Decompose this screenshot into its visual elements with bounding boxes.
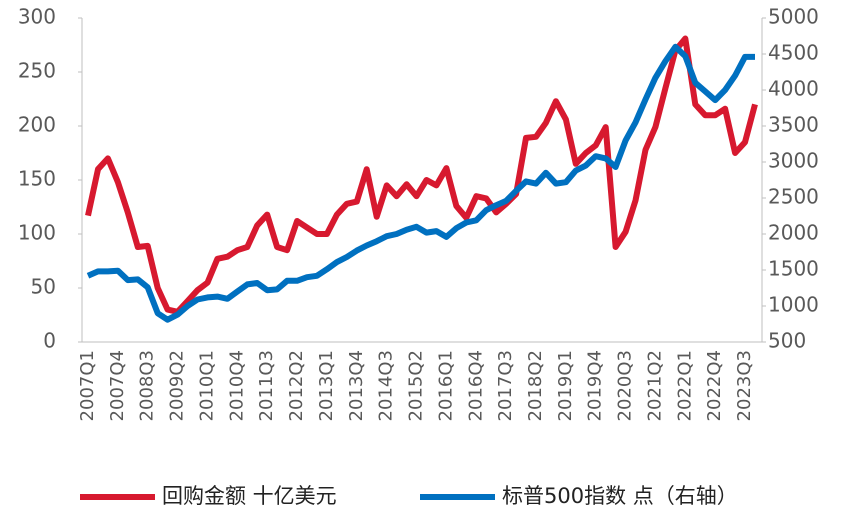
x-tick-label: 2023Q3 xyxy=(734,350,755,421)
x-tick-label: 2018Q2 xyxy=(525,350,546,421)
y2-tick-label: 3000 xyxy=(768,149,819,173)
x-tick-label: 2009Q2 xyxy=(167,350,188,421)
y2-tick-label: 3500 xyxy=(768,113,819,137)
y-tick-label: 100 xyxy=(18,221,56,245)
x-tick-label: 2010Q1 xyxy=(196,350,217,421)
legend-label: 回购金额 十亿美元 xyxy=(162,484,337,508)
x-tick-label: 2016Q4 xyxy=(465,350,486,421)
x-tick-label: 2021Q2 xyxy=(644,350,665,421)
y-tick-label: 150 xyxy=(18,167,56,191)
y2-tick-label: 4500 xyxy=(768,41,819,65)
y2-tick-label: 2000 xyxy=(768,221,819,245)
x-tick-label: 2014Q3 xyxy=(376,350,397,421)
x-tick-label: 2013Q1 xyxy=(316,350,337,421)
x-tick-label: 2013Q4 xyxy=(346,350,367,421)
y2-tick-label: 500 xyxy=(768,329,806,353)
x-tick-label: 2020Q3 xyxy=(615,350,636,421)
x-tick-label: 2008Q3 xyxy=(137,350,158,421)
y2-tick-label: 1000 xyxy=(768,293,819,317)
y-tick-label: 50 xyxy=(31,275,56,299)
y2-tick-label: 2500 xyxy=(768,185,819,209)
x-tick-label: 2019Q4 xyxy=(585,350,606,421)
x-tick-label: 2022Q1 xyxy=(674,350,695,421)
x-tick-label: 2017Q3 xyxy=(495,350,516,421)
x-tick-label: 2019Q1 xyxy=(555,350,576,421)
legend-label: 标普500指数 点（右轴） xyxy=(502,484,738,508)
y-tick-label: 300 xyxy=(18,5,56,29)
x-tick-label: 2012Q2 xyxy=(286,350,307,421)
y-tick-label: 200 xyxy=(18,113,56,137)
x-tick-label: 2010Q4 xyxy=(226,350,247,421)
x-tick-label: 2007Q1 xyxy=(77,350,98,421)
y-tick-label: 0 xyxy=(43,329,56,353)
x-tick-label: 2022Q4 xyxy=(704,350,725,421)
y-tick-label: 250 xyxy=(18,59,56,83)
x-tick-label: 2011Q3 xyxy=(256,350,277,421)
x-tick-label: 2015Q2 xyxy=(406,350,427,421)
x-tick-label: 2016Q1 xyxy=(435,350,456,421)
y2-tick-label: 4000 xyxy=(768,77,819,101)
series-line xyxy=(86,43,755,323)
series-line xyxy=(85,35,758,315)
y2-tick-label: 5000 xyxy=(768,5,819,29)
y2-tick-label: 1500 xyxy=(768,257,819,281)
x-tick-label: 2007Q4 xyxy=(107,350,128,421)
